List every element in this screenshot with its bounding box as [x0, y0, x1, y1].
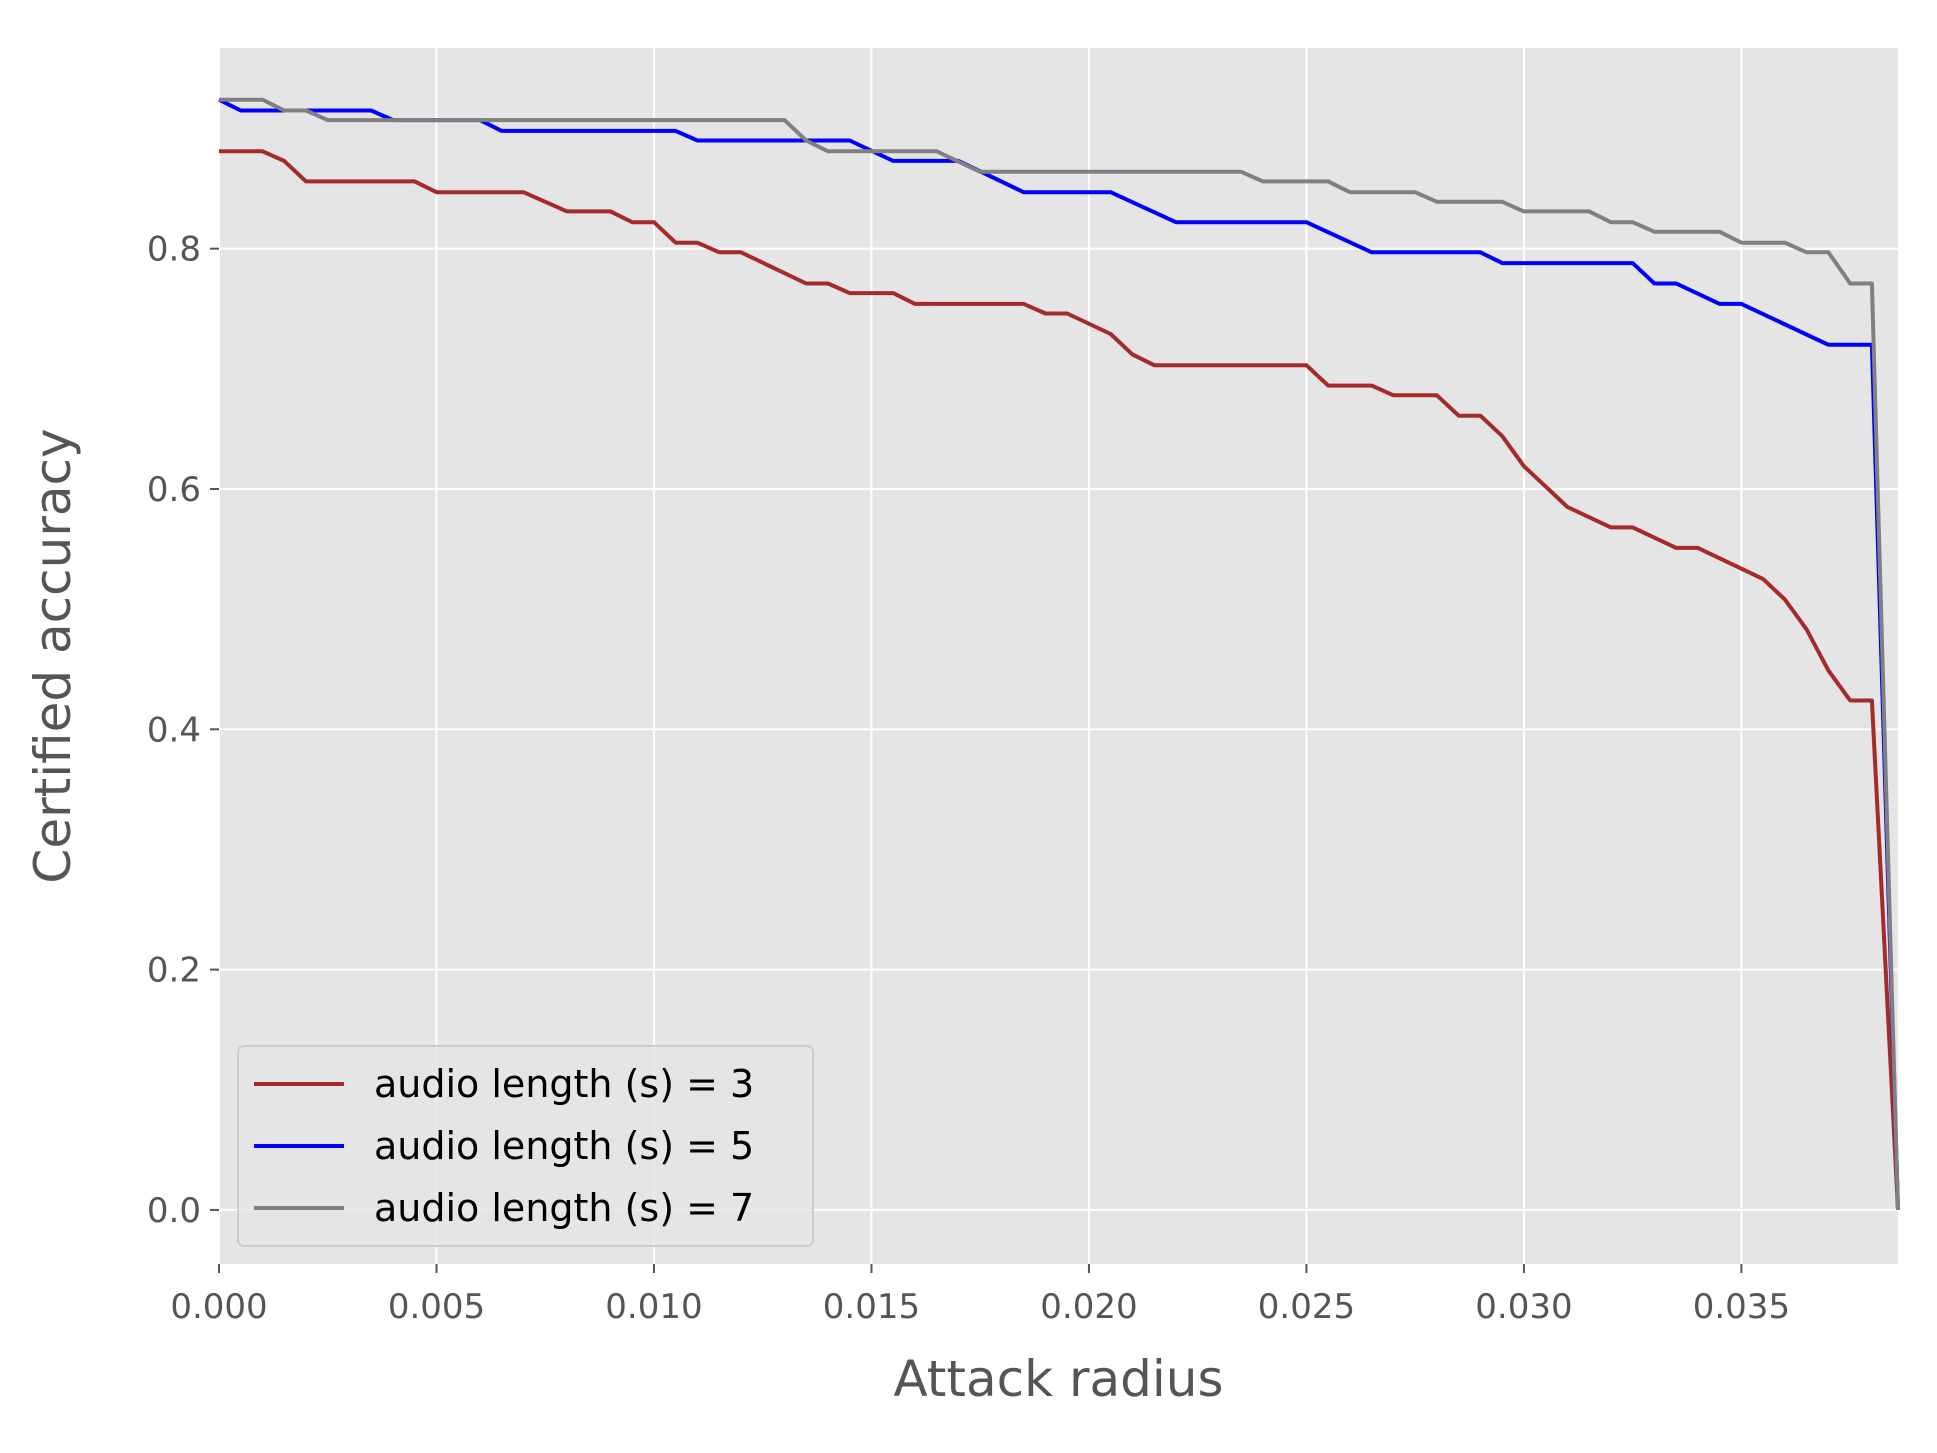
y-tick-label: 0.6: [147, 470, 201, 510]
x-tick-label: 0.025: [1258, 1287, 1355, 1327]
x-tick-label: 0.015: [823, 1287, 920, 1327]
x-axis-ticks: 0.000 0.005 0.010 0.015 0.020 0.025 0.030 0.035: [170, 1264, 1790, 1327]
series-line-1: [219, 149, 1900, 1211]
y-tick-label: 0.8: [147, 230, 201, 270]
legend-box: [237, 1045, 814, 1247]
y-tick-label: 0.4: [147, 710, 201, 750]
legend-entry-1: audio length (s) = 3: [374, 1062, 754, 1106]
series-lines: [218, 97, 1900, 1211]
x-axis-label: Attack radius: [893, 1350, 1223, 1408]
x-tick-label: 0.000: [170, 1287, 267, 1327]
x-tick-label: 0.030: [1475, 1287, 1572, 1327]
series-line-3: [219, 97, 1900, 1210]
x-tick-label: 0.010: [605, 1287, 702, 1327]
x-tick-label: 0.035: [1693, 1287, 1790, 1327]
y-tick-label: 0.2: [147, 951, 201, 991]
y-axis-ticks: 0.0 0.2 0.4 0.6 0.8: [147, 230, 219, 1231]
y-axis-label: Certified accuracy: [24, 428, 82, 883]
y-tick-label: 0.0: [147, 1191, 201, 1231]
x-tick-label: 0.020: [1040, 1287, 1137, 1327]
legend-entry-3: audio length (s) = 7: [374, 1186, 754, 1230]
x-tick-label: 0.005: [388, 1287, 485, 1327]
legend: audio length (s) = 3 audio length (s) = 5…: [237, 1045, 814, 1247]
legend-entry-2: audio length (s) = 5: [374, 1124, 754, 1168]
